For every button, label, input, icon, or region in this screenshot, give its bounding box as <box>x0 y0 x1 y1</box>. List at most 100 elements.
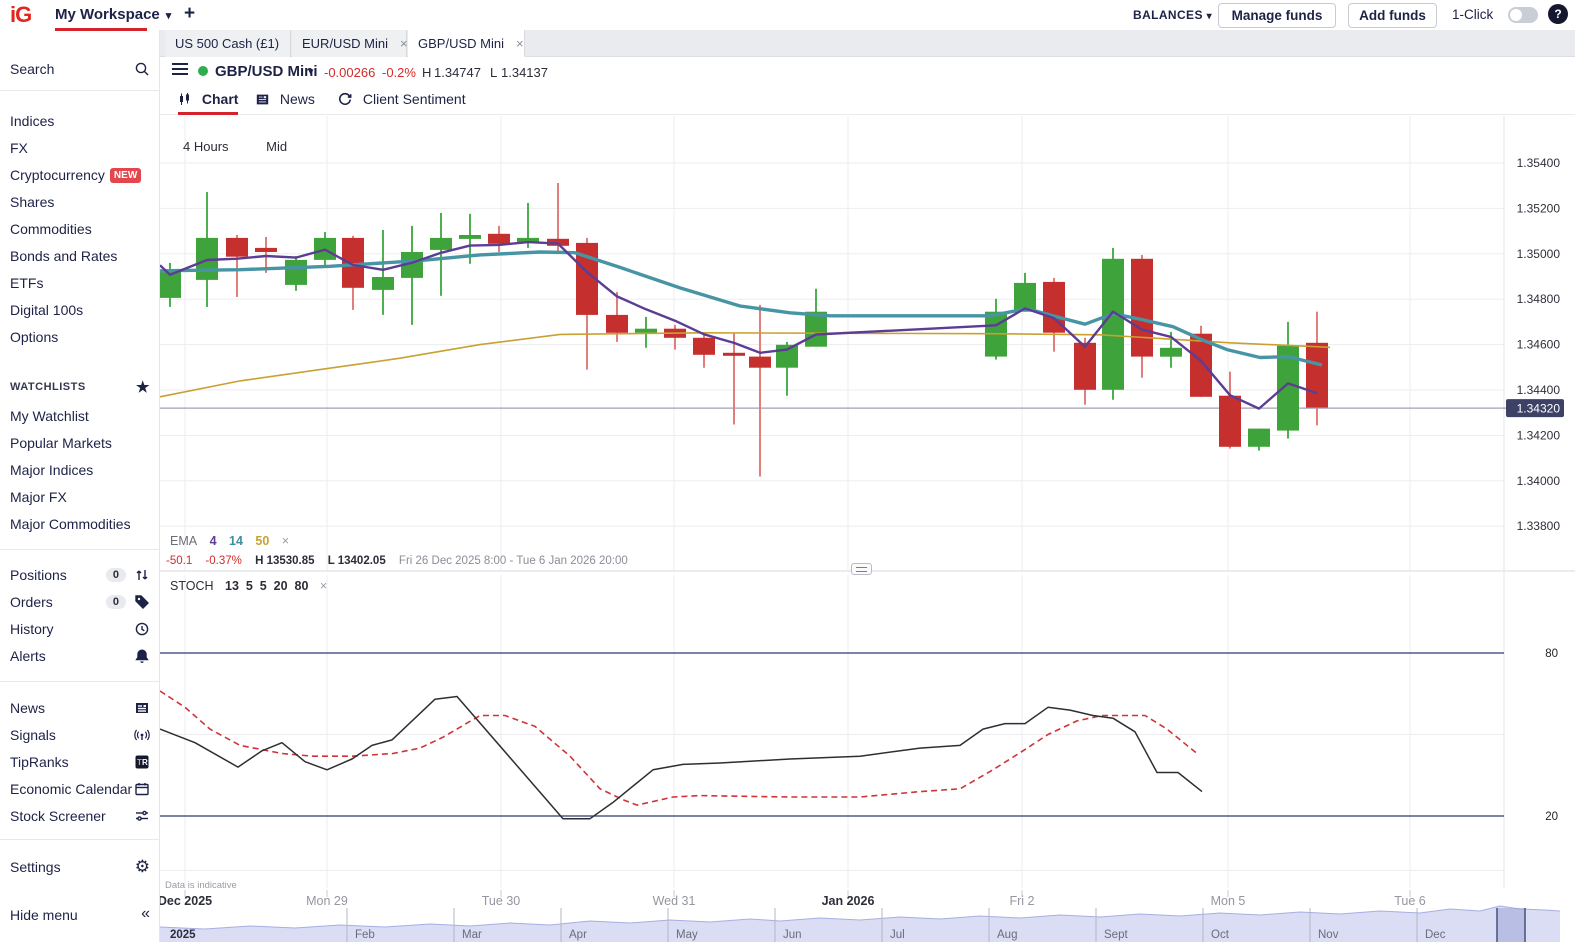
day-low-value: 1.34137 <box>501 65 548 80</box>
current-price-badge: 1.34320 <box>1506 399 1564 418</box>
sidebar-item-etfs[interactable]: ETFs <box>10 275 44 291</box>
svg-text:T: T <box>137 758 142 767</box>
collapse-chevrons-icon: « <box>141 905 150 922</box>
market-open-dot <box>198 66 208 76</box>
tab-news[interactable]: News <box>256 85 315 115</box>
sidebar-item-popular-markets[interactable]: Popular Markets <box>10 435 112 451</box>
sidebar-item-bonds-and-rates[interactable]: Bonds and Rates <box>10 248 118 264</box>
price-type-selector[interactable]: Mid <box>266 139 288 154</box>
news-icon <box>256 93 269 109</box>
balances-dropdown[interactable]: BALANCES ▾ <box>1133 8 1212 22</box>
svg-text:Tue 6: Tue 6 <box>1394 894 1426 908</box>
day-high-label: H <box>422 65 432 80</box>
top-bar: iG My Workspace ▾ + BALANCES ▾ Manage fun… <box>0 0 1575 31</box>
sidebar-item-history[interactable]: History <box>10 621 152 643</box>
sidebar-item-digital-100s[interactable]: Digital 100s <box>10 302 84 318</box>
sidebar-item-label: Settings <box>10 859 61 875</box>
menu-icon[interactable] <box>172 63 188 77</box>
sidebar-item-label: Stock Screener <box>10 808 106 824</box>
svg-text:1.34320: 1.34320 <box>1517 402 1561 416</box>
tab-eurusd-mini[interactable]: EUR/USD Mini × <box>292 30 408 57</box>
add-funds-button[interactable]: Add funds <box>1348 3 1437 28</box>
sidebar-item-indices[interactable]: Indices <box>10 113 55 129</box>
ema-param-14[interactable]: 14 <box>229 534 243 548</box>
chart-info-row: -50.1 -0.37% H 13530.85 L 13402.05 Fri 2… <box>166 555 638 567</box>
svg-text:1.34400: 1.34400 <box>1517 383 1561 397</box>
stoch-params[interactable]: 13 5 5 20 80 <box>225 579 309 593</box>
sidebar-item-major-fx[interactable]: Major FX <box>10 489 67 505</box>
workspace-tab-strip: US 500 Cash (£1)× EUR/USD Mini × GBP/USD … <box>160 30 1575 57</box>
navigator-selection[interactable] <box>1496 908 1526 942</box>
sidebar-item-alerts[interactable]: Alerts <box>10 648 152 670</box>
svg-text:Oct: Oct <box>1211 929 1230 941</box>
close-icon[interactable]: × <box>281 534 290 548</box>
workspace-selector[interactable]: My Workspace ▾ <box>55 6 171 23</box>
sidebar-item-options[interactable]: Options <box>10 329 59 345</box>
stoch-name[interactable]: STOCH <box>170 579 214 593</box>
sidebar-item-stock-screener[interactable]: Stock Screener <box>10 808 152 830</box>
search-icon[interactable] <box>134 61 150 80</box>
tab-us500-cash[interactable]: US 500 Cash (£1)× <box>165 30 299 57</box>
watchlists-header: WATCHLISTS ★ <box>10 379 152 403</box>
search-placeholder: Search <box>10 61 55 77</box>
tab-label: GBP/USD Mini <box>418 36 504 51</box>
close-icon[interactable]: × <box>319 579 328 593</box>
sidebar-item-news[interactable]: News <box>10 700 152 722</box>
sidebar-item-economic-calendar[interactable]: Economic Calendar <box>10 781 152 803</box>
candles <box>159 182 1328 477</box>
hide-menu-button[interactable]: Hide menu « <box>10 905 152 929</box>
svg-text:Mon 29: Mon 29 <box>306 894 348 908</box>
sidebar-item-orders[interactable]: Orders 0 <box>10 594 152 616</box>
tab-chart[interactable]: Chart <box>178 85 239 115</box>
panel-resize-handle[interactable] <box>851 563 872 575</box>
sidebar-item-fx[interactable]: FX <box>10 140 28 156</box>
sidebar-item-major-indices[interactable]: Major Indices <box>10 462 94 478</box>
svg-text:Mon 5: Mon 5 <box>1211 894 1246 908</box>
orders-count-badge: 0 <box>105 595 126 609</box>
range-low: L 13402.05 <box>327 555 386 567</box>
positions-arrows-icon <box>134 567 150 586</box>
sidebar-item-major-commodities[interactable]: Major Commodities <box>10 516 131 532</box>
sidebar-item-positions[interactable]: Positions 0 <box>10 567 152 589</box>
navigator[interactable]: 2025 Feb Mar Apr May Jun Jul Aug Sept Oct Nov Dec <box>159 905 1561 942</box>
timeframe-selector[interactable]: 4 Hours <box>183 139 229 154</box>
chevron-down-icon[interactable]: ▾ <box>308 66 314 78</box>
close-icon[interactable]: × <box>515 36 524 51</box>
sidebar-item-my-watchlist[interactable]: My Watchlist <box>10 408 89 424</box>
sidebar-item-cryptocurrency[interactable]: Cryptocurrency NEW <box>10 167 152 189</box>
tab-label: News <box>279 91 315 107</box>
help-button[interactable]: ? <box>1548 4 1568 24</box>
ema-name[interactable]: EMA <box>170 534 198 548</box>
tab-label: Chart <box>201 91 239 107</box>
new-badge: NEW <box>109 168 142 183</box>
ema-param-4[interactable]: 4 <box>209 534 217 548</box>
one-click-toggle[interactable] <box>1508 7 1538 23</box>
watchlists-header-label: WATCHLISTS <box>10 381 86 393</box>
svg-text:Mar: Mar <box>462 929 482 941</box>
search-input[interactable]: Search <box>10 61 152 83</box>
data-indicative-note: Data is indicative <box>165 880 237 891</box>
sidebar-item-signals[interactable]: Signals <box>10 727 152 749</box>
signals-antenna-icon <box>134 727 150 746</box>
add-workspace-button[interactable]: + <box>184 3 196 24</box>
sidebar-item-settings[interactable]: Settings ⚙ <box>10 857 152 881</box>
svg-text:Dec 2025: Dec 2025 <box>158 894 212 908</box>
range-change: -50.1 <box>166 555 193 567</box>
instrument-name[interactable]: GBP/USD Mini <box>215 63 318 80</box>
price-change: -0.00266 <box>324 65 376 80</box>
svg-text:Aug: Aug <box>997 929 1017 941</box>
hide-menu-label: Hide menu <box>10 907 78 923</box>
sidebar-item-commodities[interactable]: Commodities <box>10 221 92 237</box>
tab-gbpusd-mini[interactable]: GBP/USD Mini × <box>408 30 525 57</box>
positions-count-badge: 0 <box>105 568 126 582</box>
tab-label: EUR/USD Mini <box>302 36 388 51</box>
ema-param-50[interactable]: 50 <box>255 534 270 548</box>
close-icon[interactable]: × <box>399 36 408 51</box>
manage-funds-button[interactable]: Manage funds <box>1218 3 1336 28</box>
star-icon[interactable]: ★ <box>136 379 150 396</box>
sidebar-item-shares[interactable]: Shares <box>10 194 55 210</box>
tab-client-sentiment[interactable]: Client Sentiment <box>338 85 466 115</box>
